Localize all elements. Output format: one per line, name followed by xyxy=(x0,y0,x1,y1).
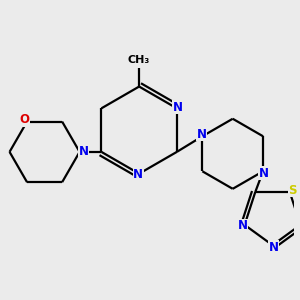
Text: N: N xyxy=(259,167,269,180)
Text: N: N xyxy=(78,146,88,158)
Text: N: N xyxy=(133,168,143,181)
Text: N: N xyxy=(196,128,206,141)
Text: O: O xyxy=(19,113,29,126)
Text: N: N xyxy=(173,101,183,114)
Text: N: N xyxy=(268,241,278,254)
Text: S: S xyxy=(288,184,297,197)
Text: N: N xyxy=(238,219,248,232)
Text: CH₃: CH₃ xyxy=(128,55,150,65)
